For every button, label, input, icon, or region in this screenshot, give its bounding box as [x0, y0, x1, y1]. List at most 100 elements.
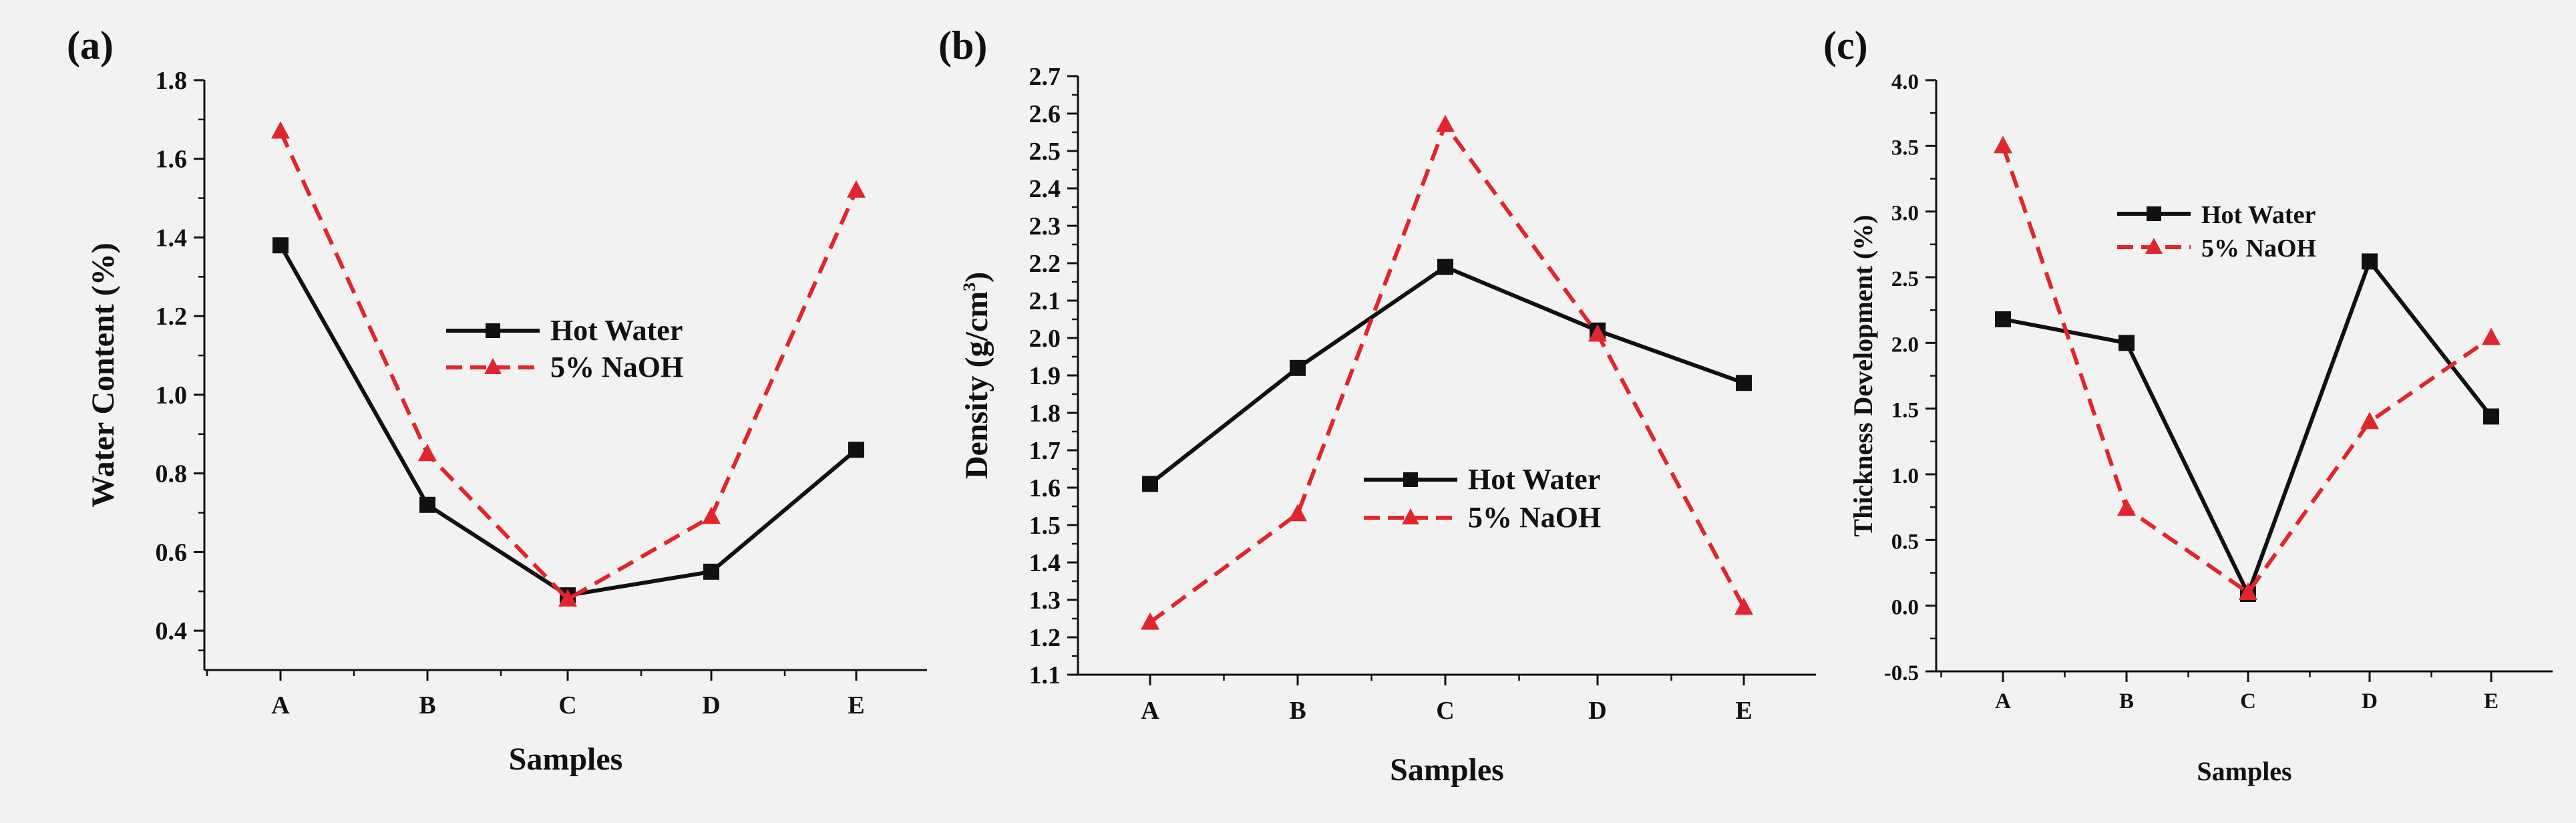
- x-tick-label: E: [1735, 697, 1752, 725]
- legend-label-naoh: 5% NaOH: [1468, 501, 1601, 534]
- data-point-naoh: [1994, 136, 2012, 154]
- x-tick-label: E: [2484, 689, 2499, 713]
- y-tick-label: 0.4: [156, 617, 188, 645]
- y-axis-title: Density (g/cm3): [959, 272, 994, 479]
- legend-marker-naoh: [484, 358, 502, 374]
- panel-label: (a): [67, 23, 114, 67]
- panel-label: (b): [938, 23, 987, 67]
- data-point-naoh: [2360, 412, 2379, 430]
- legend: Hot Water 5% NaOH: [446, 314, 683, 383]
- y-tick-label: 2.3: [1029, 212, 1061, 240]
- y-tick-label: 1.0: [1891, 464, 1919, 488]
- y-tick-label: 4.0: [1891, 70, 1919, 94]
- series-line-naoh: [1149, 122, 1746, 625]
- legend: Hot Water 5% NaOH: [1364, 463, 1601, 534]
- legend-label-naoh: 5% NaOH: [550, 351, 683, 383]
- legend-marker-hot-water: [2147, 206, 2161, 221]
- x-tick-label: C: [1436, 697, 1454, 725]
- y-axis-title: Thickness Development (%): [1848, 214, 1878, 536]
- y-tick-label: 3.0: [1891, 202, 1919, 226]
- y-tick-label: 0.6: [156, 538, 188, 566]
- x-tick-label: D: [702, 691, 720, 719]
- y-tick-label: 0.5: [1891, 530, 1919, 554]
- data-point-naoh: [271, 121, 290, 139]
- legend-marker-naoh: [1402, 508, 1419, 524]
- data-point-hot-water: [272, 237, 289, 254]
- data-point-hot-water: [2119, 335, 2135, 351]
- x-tick-label: B: [2119, 689, 2134, 713]
- chart-panel-c: (c) -0.5 0.0 0.5 1.0 1.5 2.0 2.5 3.0 3.5 4.0 A B C D E S…: [1823, 23, 2553, 786]
- legend-label-naoh: 5% NaOH: [2201, 234, 2316, 263]
- data-point-hot-water: [1290, 359, 1306, 376]
- y-tick-label: 1.9: [1029, 362, 1061, 390]
- x-tick-label: A: [271, 691, 290, 719]
- chart-panel-a: (a) 0.4 0.6 0.8 1.0 1.2 1.4 1.6 1.8 A B C D E Samples W…: [67, 23, 927, 777]
- x-tick-label: E: [848, 691, 864, 719]
- y-tick-label: 2.4: [1029, 175, 1061, 203]
- y-tick-label: -0.5: [1884, 661, 1919, 685]
- y-tick-label: 1.6: [1029, 474, 1061, 502]
- data-point-naoh: [1141, 612, 1159, 630]
- series-line-hot-water: [2002, 259, 2493, 596]
- y-tick-label: 2.5: [1029, 138, 1061, 166]
- x-tick-label: C: [2240, 689, 2256, 713]
- y-axis-title-main: Water Content (%): [85, 242, 121, 507]
- legend-label-hot-water: Hot Water: [2201, 201, 2316, 229]
- y-tick-label: 1.6: [156, 146, 188, 174]
- data-point-naoh: [1588, 324, 1607, 342]
- x-tick-label: C: [558, 691, 576, 719]
- y-tick-label: 2.7: [1029, 63, 1061, 91]
- data-point-hot-water: [848, 442, 864, 458]
- legend: Hot Water 5% NaOH: [2117, 201, 2316, 263]
- x-tick-label: A: [1141, 697, 1159, 725]
- y-tick-label: 3.5: [1891, 136, 1919, 160]
- data-point-hot-water: [1995, 311, 2011, 327]
- y-tick-label: 2.0: [1029, 325, 1061, 353]
- y-tick-label: 2.0: [1891, 333, 1919, 357]
- legend-label-hot-water: Hot Water: [550, 314, 683, 347]
- data-point-hot-water: [419, 496, 435, 513]
- y-tick-label: 2.6: [1029, 100, 1061, 128]
- y-tick-label: 2.5: [1891, 267, 1919, 291]
- y-tick-label: 1.2: [156, 303, 188, 331]
- y-tick-label: 1.4: [156, 224, 188, 252]
- data-point-naoh: [1734, 597, 1753, 615]
- y-tick-label: 1.2: [1029, 624, 1061, 652]
- y-tick-label: 1.3: [1029, 587, 1061, 615]
- y-tick-label: 1.1: [1029, 661, 1061, 689]
- data-point-naoh: [847, 180, 866, 198]
- y-tick-label: 0.0: [1891, 596, 1919, 620]
- x-tick-label: D: [1588, 697, 1606, 725]
- data-point-naoh: [2117, 498, 2136, 516]
- data-point-hot-water: [2362, 253, 2378, 270]
- data-point-naoh: [2482, 327, 2501, 345]
- data-point-naoh: [418, 444, 437, 462]
- y-tick-label: 1.8: [156, 67, 188, 95]
- data-point-hot-water: [703, 563, 719, 580]
- y-tick-label: 1.5: [1891, 399, 1919, 423]
- x-tick-label: A: [1995, 689, 2011, 713]
- data-point-hot-water: [1437, 259, 1453, 275]
- x-tick-label: B: [419, 691, 435, 719]
- y-tick-label: 2.2: [1029, 250, 1061, 278]
- panel-label: (c): [1823, 23, 1868, 67]
- y-tick-label: 0.8: [156, 460, 188, 488]
- y-tick-label: 1.0: [156, 381, 188, 409]
- y-tick-label: 1.5: [1029, 512, 1061, 540]
- x-axis-title: Samples: [1390, 752, 1504, 788]
- data-point-naoh: [2239, 583, 2257, 600]
- data-point-naoh: [1436, 114, 1455, 132]
- legend-marker-hot-water: [1403, 472, 1418, 487]
- data-point-naoh: [558, 589, 577, 607]
- y-tick-label: 1.7: [1029, 437, 1061, 465]
- y-tick-label: 1.8: [1029, 399, 1061, 428]
- legend-marker-naoh: [2145, 238, 2163, 254]
- x-tick-label: B: [1289, 697, 1306, 725]
- x-axis-title: Samples: [2197, 756, 2291, 786]
- y-axis-title-end: ): [959, 272, 994, 283]
- y-axis-title-sup: 3: [960, 283, 979, 291]
- series-line-naoh: [279, 130, 858, 602]
- y-tick-label: 1.4: [1029, 549, 1061, 577]
- legend-label-hot-water: Hot Water: [1468, 463, 1600, 496]
